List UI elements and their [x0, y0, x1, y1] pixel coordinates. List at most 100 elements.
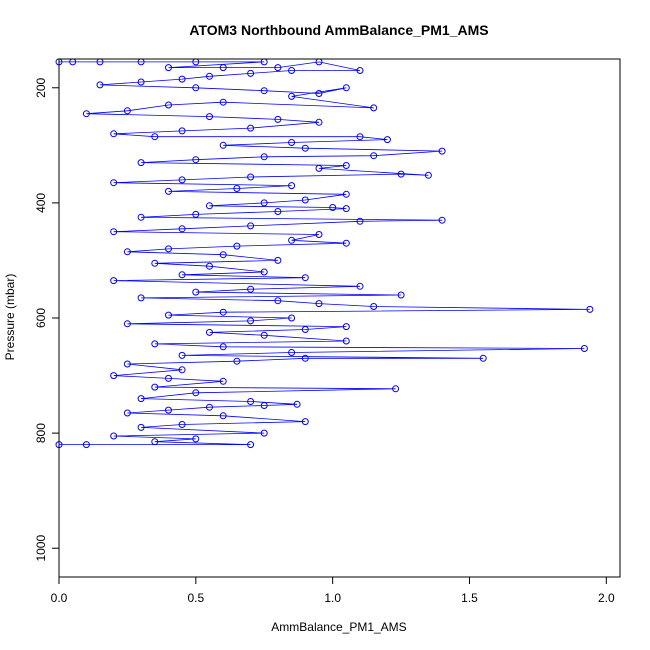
data-point	[247, 124, 255, 132]
data-point	[165, 64, 172, 72]
data-point	[219, 251, 227, 259]
data-point	[288, 67, 296, 74]
data-point	[356, 282, 364, 290]
data-point	[329, 204, 337, 211]
data-point	[356, 67, 364, 74]
data-point	[301, 144, 309, 152]
data-point	[219, 308, 227, 316]
x-axis: 0.0 0.5 1.0 1.5 2.0	[51, 576, 615, 605]
data-point	[165, 245, 172, 253]
data-point	[580, 345, 588, 352]
data-point	[424, 171, 432, 179]
x-axis-label: AmmBalance_PM1_AMS	[271, 620, 406, 634]
data-point	[438, 147, 446, 155]
data-point	[110, 277, 118, 285]
data-point	[137, 395, 145, 403]
data-point	[342, 239, 350, 247]
data-point	[192, 389, 200, 397]
data-point	[233, 242, 241, 250]
x-tick-label: 2.0	[598, 591, 615, 605]
data-point	[123, 360, 131, 368]
data-point	[82, 110, 90, 118]
chart-title: ATOM3 Northbound AmmBalance_PM1_AMS	[189, 22, 488, 38]
y-axis: 200 400 600 800 1000	[34, 77, 60, 562]
data-point	[192, 435, 200, 443]
data-point	[438, 216, 446, 224]
y-tick-label: 200	[34, 77, 48, 97]
data-point	[110, 228, 118, 236]
data-point	[219, 98, 227, 106]
data-point	[301, 326, 309, 333]
data-point	[165, 311, 172, 319]
data-point	[110, 179, 118, 187]
data-point	[274, 297, 282, 305]
data-point	[315, 90, 323, 97]
data-point	[260, 199, 268, 207]
data-point	[206, 72, 213, 80]
data-point	[274, 115, 282, 123]
data-point	[370, 104, 378, 112]
data-point	[110, 130, 118, 138]
data-point	[342, 84, 350, 92]
data-point	[383, 136, 391, 144]
data-point	[178, 366, 186, 374]
data-point	[110, 372, 118, 380]
data-point	[123, 248, 131, 256]
data-layer	[55, 58, 594, 449]
data-point	[288, 182, 296, 190]
data-point	[301, 354, 309, 362]
data-point	[206, 202, 213, 210]
data-point	[315, 231, 323, 238]
data-point	[301, 418, 309, 426]
data-point	[151, 259, 159, 267]
data-point	[288, 139, 296, 146]
data-point	[233, 357, 241, 365]
data-point	[288, 92, 296, 100]
data-point	[247, 173, 255, 181]
data-point	[293, 400, 301, 408]
data-point	[392, 385, 400, 393]
data-point	[219, 64, 227, 72]
data-point	[260, 87, 268, 95]
data-point	[82, 441, 90, 449]
data-point	[123, 107, 131, 115]
data-point	[342, 205, 350, 213]
data-point	[301, 196, 309, 204]
data-point	[137, 294, 145, 302]
data-point	[178, 127, 186, 135]
data-point	[247, 317, 255, 325]
data-point	[192, 156, 200, 164]
data-point	[192, 288, 200, 296]
data-point	[178, 75, 186, 83]
data-point	[165, 187, 172, 195]
data-point	[260, 268, 268, 276]
data-point	[342, 323, 350, 331]
data-point	[206, 262, 213, 270]
data-point	[233, 185, 241, 192]
data-point	[165, 101, 172, 109]
data-point	[274, 256, 282, 264]
data-point	[123, 320, 131, 328]
data-point	[301, 274, 309, 282]
data-point	[247, 69, 255, 77]
y-axis-label: Pressure (mbar)	[3, 274, 17, 361]
data-point	[260, 402, 268, 409]
data-point	[178, 351, 186, 359]
data-point	[247, 441, 255, 449]
data-point	[315, 300, 323, 308]
data-point	[586, 305, 594, 313]
data-point	[274, 208, 282, 215]
data-point	[178, 225, 186, 233]
data-point	[151, 340, 159, 348]
data-point	[247, 398, 255, 405]
y-tick-label: 800	[34, 423, 48, 443]
data-point	[397, 170, 405, 178]
data-point	[206, 328, 213, 336]
data-point	[288, 236, 296, 244]
x-tick-label: 1.0	[324, 591, 341, 605]
data-point	[178, 176, 186, 184]
data-point	[342, 190, 350, 198]
data-point	[260, 153, 268, 161]
